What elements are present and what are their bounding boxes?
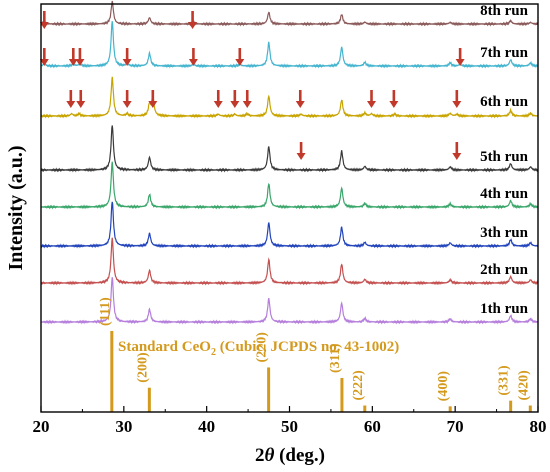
impurity-arrow [213, 90, 223, 108]
impurity-arrow [68, 48, 78, 66]
impurity-arrow [235, 48, 245, 66]
series-label: 2th run [480, 262, 529, 278]
reference-hkl-label: (220) [255, 332, 270, 363]
x-axis-label: 2θ (deg.) [255, 445, 325, 466]
series-layer: 1th run 2th run 3th run 4th run 5th run 6th r… [40, 0, 539, 325]
series-label: 6th run [480, 94, 529, 110]
series-label: 3th run [480, 225, 529, 241]
impurity-arrow [122, 90, 132, 108]
x-tick-label: 50 [281, 417, 298, 436]
x-axis-label-unit: (deg.) [274, 445, 325, 466]
impurity-arrow [389, 90, 399, 108]
impurity-arrow [188, 11, 198, 29]
arrow-layer [39, 11, 465, 160]
x-tick-label: 20 [33, 417, 50, 436]
impurity-arrow [242, 90, 252, 108]
series-line [40, 21, 539, 69]
x-tick-label: 70 [447, 417, 464, 436]
impurity-arrow [295, 90, 305, 108]
series-label: 4th run [480, 186, 529, 202]
series-label: 5th run [480, 149, 529, 165]
impurity-arrow [296, 142, 306, 160]
series-label: 8th run [480, 3, 529, 19]
reference-hkl-label: (222) [351, 370, 366, 401]
series-line [40, 125, 539, 173]
impurity-arrow [39, 11, 49, 29]
impurity-arrow [122, 48, 132, 66]
reference-title-sub: 2 [211, 347, 216, 358]
impurity-arrow [148, 90, 158, 108]
impurity-arrow [455, 48, 465, 66]
series-label: 7th run [480, 45, 529, 61]
impurity-arrow [75, 48, 85, 66]
impurity-arrow [66, 90, 76, 108]
series-line [40, 277, 539, 325]
x-tick-label: 60 [364, 417, 381, 436]
series-line [40, 76, 539, 119]
series-label: 1th run [480, 301, 529, 317]
x-tick-label: 40 [198, 417, 215, 436]
reference-hkl-label: (200) [135, 352, 150, 383]
x-axis-label-theta: θ [264, 445, 274, 466]
series-line [40, 161, 539, 210]
y-axis-label: Intensity (a.u.) [5, 145, 27, 270]
impurity-arrow [367, 90, 377, 108]
reference-hkl-label: (331) [497, 365, 512, 396]
series-line [40, 201, 539, 249]
x-tick-label: 30 [115, 417, 132, 436]
x-axis-label-prefix: 2 [255, 445, 265, 466]
x-axis-ticks: 20 30 40 50 60 70 80 [33, 406, 547, 436]
impurity-arrow [230, 90, 240, 108]
reference-title-rest: (Cubic, JCPDS no. 43-1002) [216, 339, 399, 355]
impurity-arrow [452, 90, 462, 108]
impurity-arrow [76, 90, 86, 108]
impurity-arrow [39, 48, 49, 66]
series-line [40, 237, 539, 286]
reference-hkl-label: (111) [98, 297, 113, 326]
reference-pattern: Standard CeO2 (Cubic, JCPDS no. 43-1002)… [98, 297, 532, 412]
impurity-arrow [452, 142, 462, 160]
series-line [40, 0, 539, 27]
reference-hkl-label: (400) [436, 371, 451, 402]
reference-title: Standard CeO2 (Cubic, JCPDS no. 43-1002) [118, 339, 399, 358]
reference-title-main: Standard CeO [118, 339, 211, 355]
x-tick-label: 80 [530, 417, 547, 436]
reference-hkl-label: (420) [516, 370, 531, 401]
reference-hkl-label: (311) [328, 343, 343, 373]
impurity-arrow [188, 48, 198, 66]
